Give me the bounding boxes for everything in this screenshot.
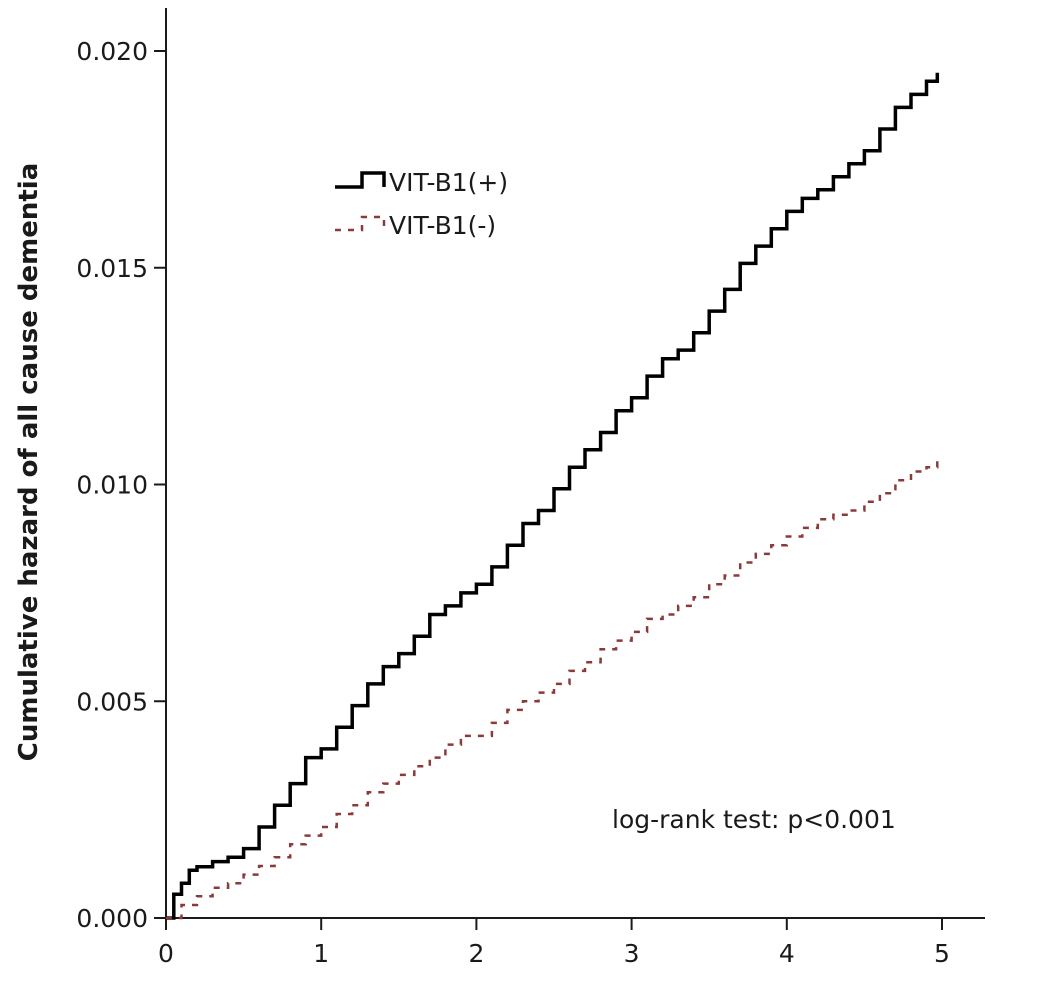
legend-swatch-vitb1-negative xyxy=(335,215,386,232)
series-lines xyxy=(166,72,940,920)
series-line-vitb1-negative xyxy=(166,458,939,920)
y-tick-label: 0.015 xyxy=(76,254,148,283)
x-ticks: 0 1 2 3 4 5 xyxy=(158,918,950,968)
legend: VIT-B1(+) VIT-B1(-) xyxy=(335,168,508,240)
x-tick-label: 0 xyxy=(158,939,174,968)
x-tick-label: 1 xyxy=(313,939,329,968)
axes xyxy=(165,8,985,919)
x-tick-label: 3 xyxy=(624,939,640,968)
legend-item-vitb1-positive: VIT-B1(+) xyxy=(335,168,508,197)
series-line-vitb1-positive xyxy=(166,72,940,920)
legend-label-vitb1-positive: VIT-B1(+) xyxy=(389,168,508,197)
x-tick-label: 5 xyxy=(934,939,950,968)
y-ticks: 0.000 0.005 0.010 0.015 0.020 xyxy=(76,37,166,933)
log-rank-annotation: log-rank test: p<0.001 xyxy=(612,805,896,834)
x-tick-label: 2 xyxy=(468,939,484,968)
y-tick-label: 0.005 xyxy=(76,687,148,716)
x-tick-label: 4 xyxy=(779,939,795,968)
y-tick-label: 0.020 xyxy=(76,37,148,66)
legend-label-vitb1-negative: VIT-B1(-) xyxy=(389,211,496,240)
y-tick-label: 0.000 xyxy=(76,904,148,933)
legend-item-vitb1-negative: VIT-B1(-) xyxy=(335,211,496,240)
y-axis-title: Cumulative hazard of all cause dementia xyxy=(14,163,44,761)
legend-swatch-vitb1-positive xyxy=(335,171,386,189)
y-tick-label: 0.010 xyxy=(76,471,148,500)
